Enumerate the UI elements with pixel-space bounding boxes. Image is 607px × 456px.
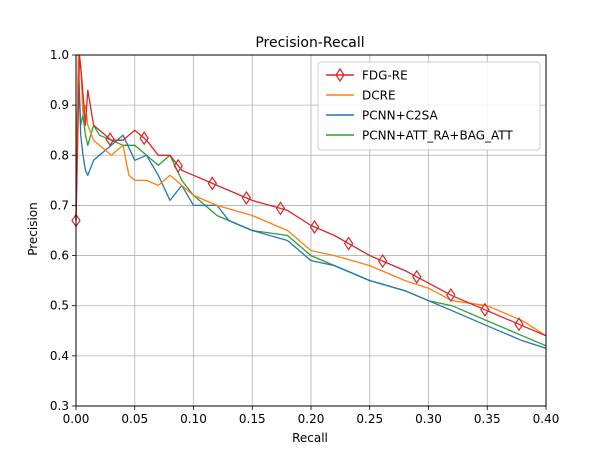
series-marker-fdg-re xyxy=(514,317,524,332)
series-lines xyxy=(71,54,547,349)
series-marker-fdg-re xyxy=(412,269,422,284)
y-tick-label: 0.6 xyxy=(50,249,69,263)
x-tick-label: 0.20 xyxy=(298,412,325,426)
x-tick-label: 0.15 xyxy=(239,412,266,426)
series-marker-fdg-re xyxy=(377,254,388,269)
y-tick-label: 0.3 xyxy=(50,399,69,413)
series-marker-fdg-re xyxy=(173,158,183,173)
legend-box xyxy=(317,61,541,151)
y-tick-label: 0.7 xyxy=(50,198,69,212)
x-tick-label: 0.30 xyxy=(415,412,442,426)
legend-marker-swatch xyxy=(335,67,345,83)
y-tick-label: 0.5 xyxy=(50,299,69,313)
x-tick-label: 0.05 xyxy=(121,412,148,426)
x-tick-label: 0.25 xyxy=(356,412,383,426)
legend-label: PCNN+C2SA xyxy=(362,109,438,123)
legend-label: DCRE xyxy=(362,89,396,103)
series-line-pcnn-c2sa xyxy=(75,59,547,349)
y-axis-label: Precision xyxy=(26,202,40,256)
series-line-fdg-re xyxy=(75,54,547,337)
y-tick-label: 1.0 xyxy=(50,48,69,62)
x-tick-label: 0.40 xyxy=(533,412,560,426)
legend: FDG-RE DCRE PCNN+C2SA PCNN+ATT_RA+BAG_ATT xyxy=(317,61,541,151)
series-marker-fdg-re xyxy=(343,236,354,251)
y-tick-label: 0.8 xyxy=(50,148,69,162)
series-marker-fdg-re xyxy=(309,219,320,235)
series-marker-fdg-re xyxy=(139,131,149,146)
legend-label: FDG-RE xyxy=(362,69,408,83)
series-marker-fdg-re xyxy=(105,132,115,147)
series-marker-fdg-re xyxy=(446,287,456,303)
chart-title: Precision-Recall xyxy=(255,35,364,51)
series-marker-fdg-re xyxy=(275,201,286,216)
legend-label: PCNN+ATT_RA+BAG_ATT xyxy=(362,129,513,143)
axis-ticks: 0.00 0.05 0.10 0.15 0.20 0.25 0.30 0.35 0.40 0.3 0… xyxy=(50,48,559,426)
x-tick-label: 0.10 xyxy=(180,412,207,426)
y-tick-label: 0.9 xyxy=(50,98,69,112)
series-line-dcre xyxy=(75,54,547,337)
x-tick-label: 0.35 xyxy=(474,412,501,426)
y-tick-label: 0.4 xyxy=(50,349,69,363)
x-axis-label: Recall xyxy=(292,431,328,445)
series-marker-fdg-re xyxy=(480,302,490,317)
x-tick-label: 0.00 xyxy=(63,412,90,426)
series-marker-fdg-re xyxy=(241,190,252,205)
series-marker-fdg-re xyxy=(207,176,218,191)
